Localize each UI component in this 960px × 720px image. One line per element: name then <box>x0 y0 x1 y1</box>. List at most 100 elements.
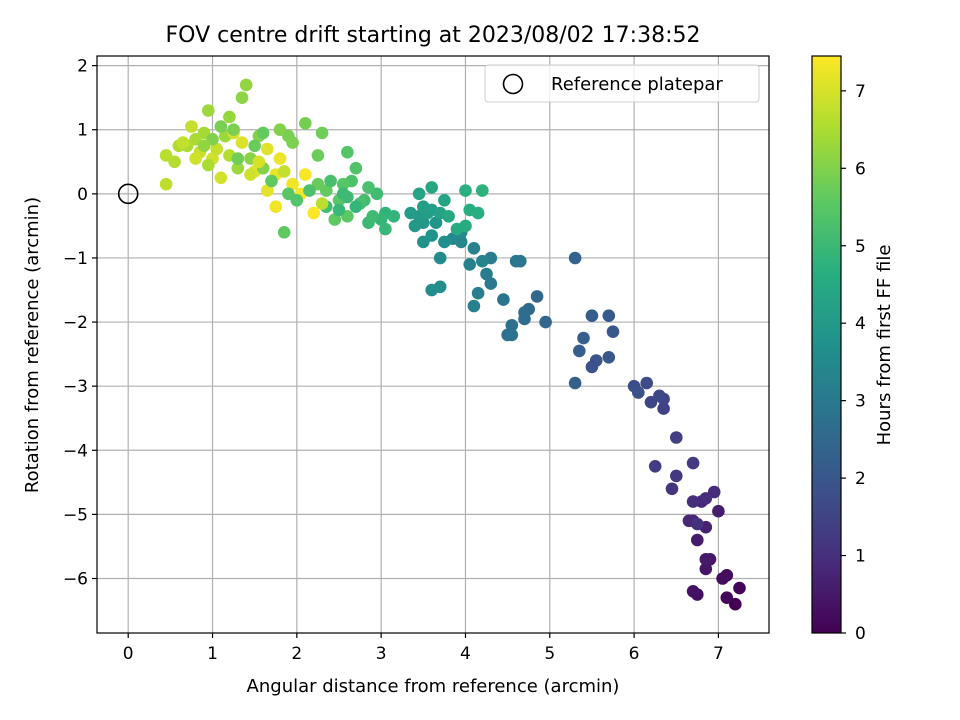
data-point <box>315 197 329 210</box>
data-point <box>429 216 443 229</box>
colorbar-tick-label: 7 <box>855 82 866 102</box>
y-tick-label: −1 <box>63 249 88 269</box>
colorbar-tick-label: 3 <box>855 392 866 412</box>
data-point <box>606 325 620 339</box>
data-point <box>733 581 746 595</box>
y-tick-label: −2 <box>63 313 88 333</box>
data-point <box>341 145 354 159</box>
data-point <box>299 168 312 181</box>
data-point <box>277 226 291 239</box>
data-point <box>286 136 299 149</box>
data-point <box>665 482 679 496</box>
colorbar-gradient <box>811 55 842 634</box>
x-tick-label: 5 <box>544 644 555 664</box>
colorbar-tick-label: 1 <box>855 547 866 567</box>
colorbar-tick-label: 6 <box>855 159 866 179</box>
data-point <box>210 142 223 156</box>
data-point <box>244 168 257 181</box>
x-tick-label: 4 <box>460 644 471 664</box>
plot-frame <box>96 55 770 634</box>
data-point <box>231 161 245 175</box>
data-points <box>159 78 746 611</box>
data-point <box>324 174 337 188</box>
data-point <box>273 152 287 165</box>
data-point <box>223 110 236 124</box>
data-point <box>387 210 401 223</box>
grid-lines <box>97 56 769 633</box>
data-point <box>227 123 240 136</box>
data-point <box>214 120 228 133</box>
colorbar: 0 1 2 3 4 5 6 7 Hours from first FF file <box>811 55 895 644</box>
data-point <box>277 165 291 178</box>
data-point <box>514 254 527 268</box>
data-point <box>505 328 519 342</box>
data-point <box>657 402 670 415</box>
legend-box <box>484 64 760 103</box>
data-point <box>235 91 249 104</box>
colorbar-tick-label: 2 <box>855 469 866 489</box>
x-tick-label: 3 <box>376 644 387 664</box>
data-point <box>568 251 582 265</box>
data-point <box>159 149 173 162</box>
data-point <box>159 177 173 191</box>
data-point <box>459 219 472 233</box>
data-point <box>699 553 713 566</box>
data-point <box>712 504 725 518</box>
data-point <box>729 597 742 611</box>
colorbar-tick-label: 0 <box>855 624 866 644</box>
data-point <box>261 142 274 156</box>
data-point <box>349 200 363 213</box>
data-point <box>197 139 211 153</box>
colorbar-tick-label: 4 <box>855 314 866 334</box>
y-tick-label: −6 <box>63 570 88 590</box>
data-point <box>299 117 312 130</box>
data-point <box>602 351 616 364</box>
data-point <box>463 258 477 271</box>
data-point <box>404 206 418 220</box>
data-point <box>265 174 278 188</box>
y-tick-label: 2 <box>77 57 88 77</box>
data-point <box>328 213 342 226</box>
data-point <box>442 210 455 223</box>
x-axis-label: Angular distance from reference (arcmin) <box>247 676 620 697</box>
y-axis-label: Rotation from reference (arcmin) <box>22 197 43 493</box>
data-point <box>720 591 734 604</box>
data-point <box>231 152 245 165</box>
data-point <box>248 139 261 153</box>
data-point <box>425 181 439 194</box>
data-point <box>307 206 321 220</box>
data-point <box>417 200 430 213</box>
data-point <box>699 492 713 505</box>
data-point <box>261 184 274 197</box>
data-point <box>568 376 582 390</box>
x-tick-label: 1 <box>207 644 218 664</box>
data-point <box>214 171 228 185</box>
data-point <box>349 161 363 175</box>
data-point <box>341 190 354 204</box>
data-point <box>602 309 616 323</box>
chart-title: FOV centre drift starting at 2023/08/02 … <box>166 23 701 48</box>
y-tick-label: −5 <box>63 505 88 525</box>
data-point <box>497 293 510 306</box>
data-point <box>459 184 472 197</box>
data-point <box>530 290 544 303</box>
data-point <box>691 533 704 547</box>
data-point <box>632 386 645 399</box>
data-point <box>303 184 316 197</box>
data-point <box>686 495 700 508</box>
data-point <box>433 280 447 294</box>
data-point <box>686 456 700 470</box>
y-tick-label: 1 <box>77 121 88 141</box>
data-point <box>189 152 202 165</box>
data-point <box>269 200 283 213</box>
data-point <box>273 123 287 136</box>
data-point <box>408 219 422 233</box>
data-point <box>311 149 325 162</box>
data-point <box>716 572 729 585</box>
data-point <box>467 299 481 313</box>
y-tick-label: 0 <box>77 185 88 205</box>
data-point <box>239 78 253 92</box>
legend-label: Reference platepar <box>551 74 723 95</box>
colorbar-label: Hours from first FF file <box>874 245 895 446</box>
